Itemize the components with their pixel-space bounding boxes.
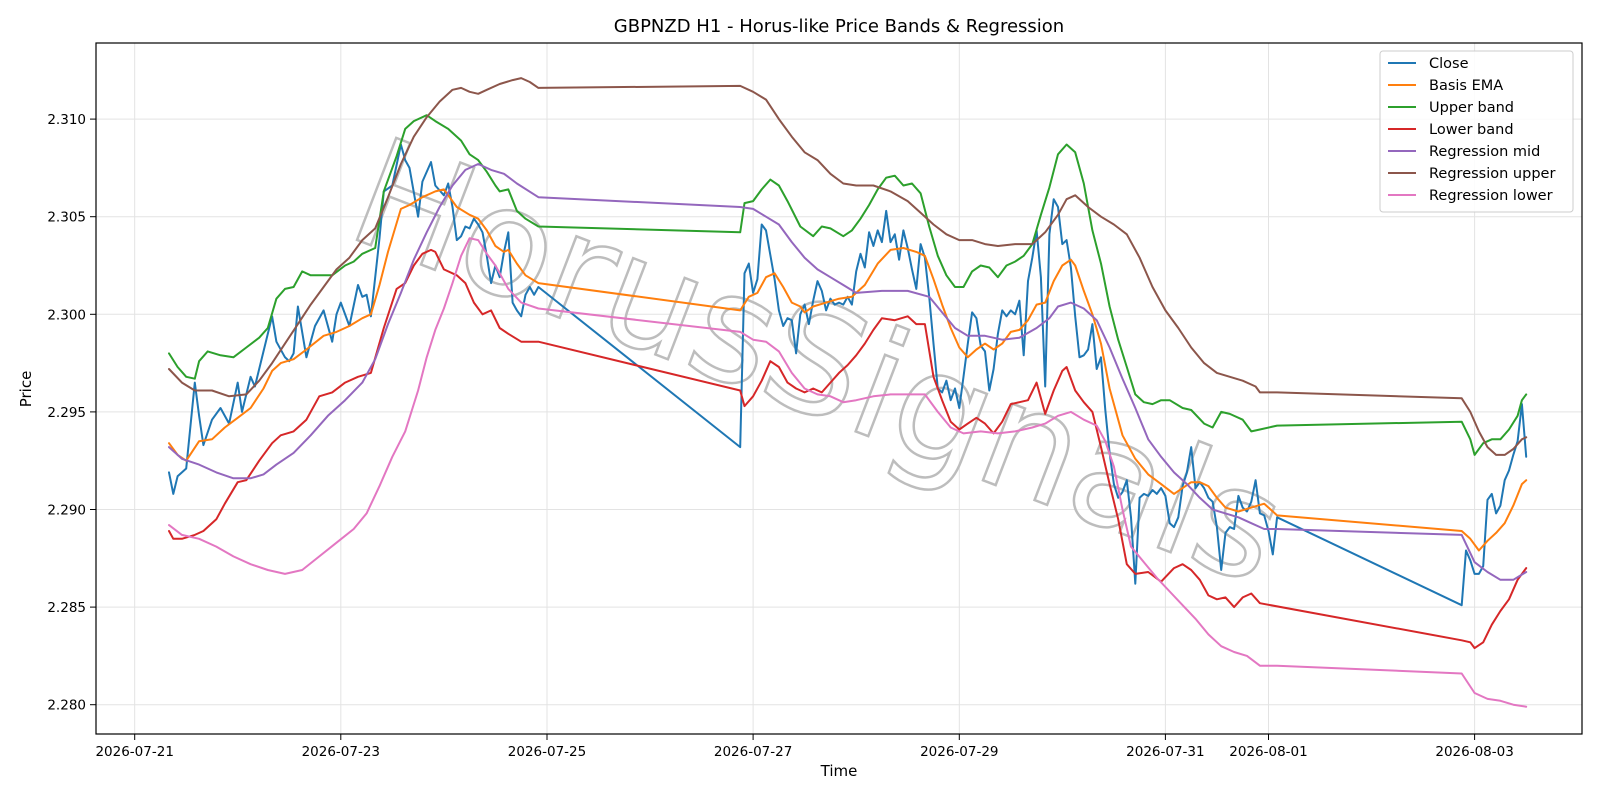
x-tick-label: 2026-07-23 [302,744,380,760]
y-tick-label: 2.300 [47,307,86,323]
x-axis-title: Time [820,762,858,780]
series-line-regression-mid [168,163,1528,581]
y-tick-label: 2.290 [47,503,86,519]
legend-box [1379,50,1574,213]
x-tick-label: 2026-07-21 [95,744,173,760]
legend-label: Lower band [1429,122,1514,138]
y-tick-label: 2.310 [47,112,86,128]
series-line-regression-lower [168,237,1528,708]
chart-title: GBPNZD H1 - Horus-like Price Bands & Reg… [614,16,1064,37]
y-tick-label: 2.295 [47,405,86,421]
x-tick-label: 2026-07-31 [1126,744,1204,760]
y-tick-label: 2.305 [47,210,86,226]
legend: Close Basis EMA Upper band Lower band Regres… [1379,50,1574,213]
legend-label: Basis EMA [1429,78,1503,94]
y-axis-ticks: 2.280 2.285 2.290 2.295 2.300 2.305 2.310 [47,112,96,714]
x-tick-label: 2026-07-25 [508,744,586,760]
series-line-regression-upper [168,77,1528,456]
plot-area-frame [95,42,1583,735]
legend-label: Upper band [1429,100,1514,116]
y-tick-label: 2.280 [47,698,86,714]
legend-label: Regression lower [1429,188,1553,204]
y-tick-label: 2.285 [47,600,86,616]
x-axis-ticks: 2026-07-21 2026-07-23 2026-07-25 2026-07-27… [95,734,1514,760]
y-axis-title: Price [17,371,35,408]
series-lines [168,77,1528,708]
x-tick-label: 2026-08-01 [1229,744,1307,760]
x-tick-label: 2026-08-03 [1435,744,1513,760]
series-line-lower-band [168,248,1528,650]
series-line-upper-band [168,114,1528,456]
x-tick-label: 2026-07-29 [920,744,998,760]
x-tick-label: 2026-07-27 [714,744,792,760]
legend-label: Regression mid [1429,144,1540,160]
legend-label: Close [1429,56,1469,72]
series-line-basis-ema [168,188,1528,552]
legend-label: Regression upper [1429,166,1555,182]
